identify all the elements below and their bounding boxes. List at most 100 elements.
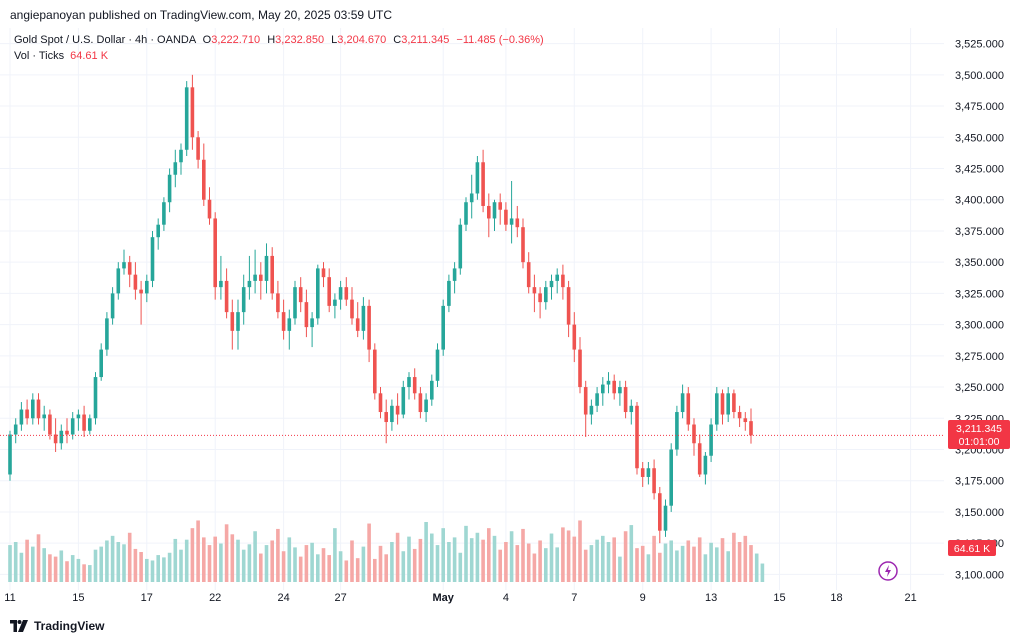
candle-body xyxy=(304,302,309,328)
price-tick-label: 3,150.000 xyxy=(955,507,1004,519)
candle-body xyxy=(88,418,92,431)
candle-body xyxy=(618,387,622,394)
candle-body xyxy=(48,414,52,435)
candle-body xyxy=(179,149,183,163)
candle-body xyxy=(70,418,75,435)
candle-body xyxy=(196,137,200,160)
candle-body xyxy=(555,274,559,281)
volume-bar xyxy=(663,543,668,582)
volume-bar xyxy=(110,535,115,582)
price-tick-label: 3,375.000 xyxy=(955,226,1004,238)
candle-body xyxy=(361,305,366,331)
candle-body xyxy=(213,218,217,288)
publisher-line: angiepanoyan published on TradingView.co… xyxy=(10,8,393,22)
candle-body xyxy=(276,293,280,313)
candle-body xyxy=(373,349,377,394)
volume-bar xyxy=(230,534,235,582)
volume-bar xyxy=(561,527,565,582)
time-tick-label: 18 xyxy=(830,592,842,604)
alert-icon[interactable] xyxy=(878,561,898,581)
candle-body xyxy=(99,349,103,378)
volume-bar xyxy=(509,531,514,582)
volume-bar xyxy=(675,550,679,582)
volume-bar xyxy=(697,537,702,582)
candle-body xyxy=(247,280,252,288)
time-tick-label: 13 xyxy=(705,592,717,604)
candle-body xyxy=(338,287,343,300)
candle-body xyxy=(65,430,69,435)
candle-body xyxy=(646,468,651,477)
volume-bar xyxy=(538,540,542,582)
volume-bar xyxy=(316,554,320,582)
volume-bar xyxy=(715,547,719,582)
last-volume-label: 64.61 K xyxy=(948,540,996,556)
price-tick-label: 3,425.000 xyxy=(955,164,1004,176)
candle-body xyxy=(36,399,41,419)
volume-bar xyxy=(435,545,440,582)
candle-body xyxy=(59,430,64,444)
time-axis[interactable]: 11 15 17 22 24 27 May 4 7 9 13 15 18 21 xyxy=(4,592,916,604)
candle-body xyxy=(583,387,588,415)
candle-body xyxy=(623,387,628,413)
volume-bar xyxy=(344,560,349,582)
volume-bar xyxy=(350,540,354,582)
volume-bar xyxy=(720,538,725,582)
volume-bar xyxy=(179,549,183,582)
candle-body xyxy=(526,262,531,288)
volume-bar xyxy=(184,539,189,582)
volume-bar xyxy=(760,563,765,582)
volume-bar xyxy=(190,528,195,582)
volume-bar xyxy=(692,546,696,582)
volume-bar xyxy=(407,536,411,582)
volume-bar xyxy=(25,539,29,582)
volume-bar xyxy=(150,560,155,582)
candle-body xyxy=(310,318,314,328)
volume-bar xyxy=(390,542,394,582)
price-tick-label: 3,400.000 xyxy=(955,195,1004,207)
volume-bar xyxy=(304,545,309,582)
bar-countdown: 01:01:00 xyxy=(959,436,1000,448)
price-tick-label: 3,250.000 xyxy=(955,382,1004,394)
time-tick-label: 7 xyxy=(571,592,577,604)
volume-bar xyxy=(88,565,92,582)
volume-bar xyxy=(82,564,86,582)
volume-bar xyxy=(42,548,46,582)
volume-bar xyxy=(487,528,491,582)
volume-bar xyxy=(53,556,58,582)
candle-body xyxy=(76,414,81,419)
volume-bar xyxy=(327,555,331,582)
candle-body xyxy=(333,299,337,306)
price-axis-bg xyxy=(944,28,1024,590)
volume-bar xyxy=(686,540,691,582)
volume-bar xyxy=(612,537,616,582)
volume-bar xyxy=(116,542,121,582)
volume-bar xyxy=(754,553,759,582)
price-chart[interactable]: 3,100.0003,125.0003,150.0003,175.0003,20… xyxy=(0,28,1024,610)
time-tick-label: 15 xyxy=(773,592,785,604)
open-key: O xyxy=(202,34,212,46)
volume-bar xyxy=(13,542,18,582)
time-tick-label: 15 xyxy=(72,592,84,604)
volume-bar xyxy=(127,532,132,582)
volume-bar xyxy=(395,532,400,582)
volume-label[interactable]: Vol · Ticks xyxy=(14,50,65,62)
candle-body xyxy=(737,412,742,419)
close-key: C xyxy=(393,34,402,46)
candle-body xyxy=(122,262,126,269)
candle-body xyxy=(743,418,748,423)
candle-body xyxy=(390,405,394,423)
tradingview-brand[interactable]: TradingView xyxy=(10,619,104,633)
volume-bar xyxy=(8,545,12,582)
volume-bar xyxy=(122,544,126,582)
volume-bar xyxy=(709,542,713,582)
candle-body xyxy=(230,312,235,331)
volume-bar xyxy=(555,547,559,582)
volume-bar xyxy=(247,544,252,582)
candle-body xyxy=(441,305,445,350)
candle-body xyxy=(270,255,274,294)
volume-bar xyxy=(99,546,103,582)
candle-body xyxy=(606,380,611,385)
volume-bar xyxy=(652,535,656,582)
volume-bar xyxy=(452,537,457,582)
symbol-name[interactable]: Gold Spot / U.S. Dollar · 4h · OANDA xyxy=(14,34,196,46)
